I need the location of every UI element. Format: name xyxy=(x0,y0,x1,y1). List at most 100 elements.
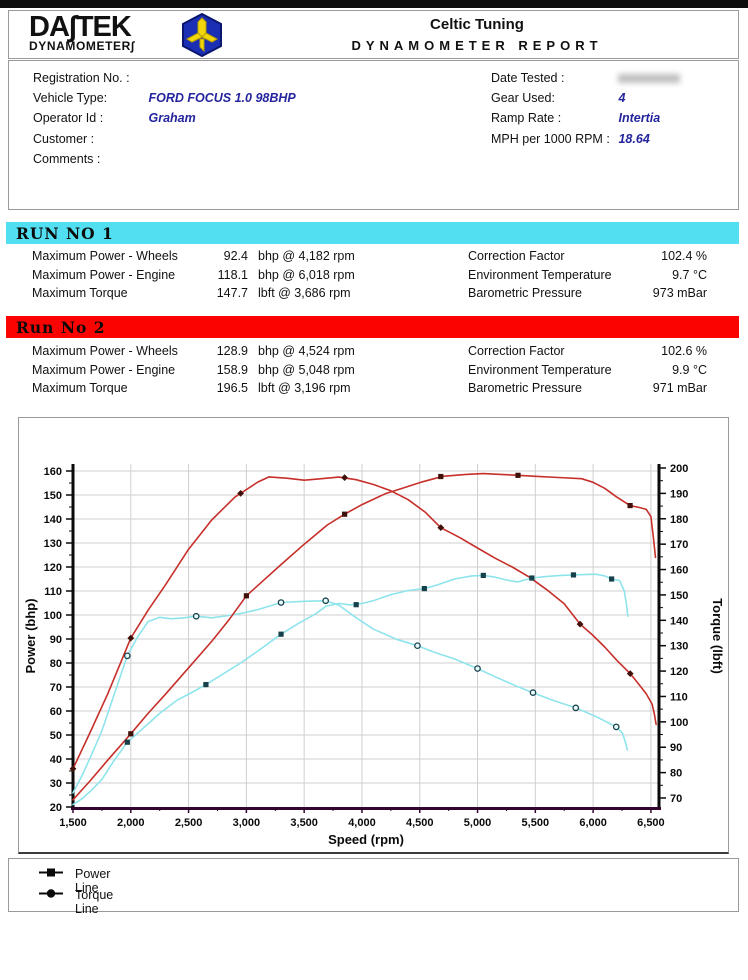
run1-environment-temperature-value: 9.7 °C xyxy=(672,267,707,282)
svg-text:90: 90 xyxy=(670,742,682,754)
svg-text:200: 200 xyxy=(670,463,688,475)
chart-legend: Power Line Torque Line xyxy=(8,858,739,916)
info-row-date-tested: Date Tested : xyxy=(491,71,681,91)
report-subtitle: DYNAMOMETER REPORT xyxy=(351,38,603,53)
test-info-panel: Registration No. : Vehicle Type: FORD FO… xyxy=(8,60,739,210)
svg-text:100: 100 xyxy=(670,717,688,729)
info-row-ramp-rate: Ramp Rate : Intertia xyxy=(491,111,660,131)
svg-text:100: 100 xyxy=(44,610,62,622)
run2-max-power-engine-label: Maximum Power - Engine xyxy=(32,362,176,377)
svg-text:3,000: 3,000 xyxy=(233,817,261,829)
info-row-comments: Comments : xyxy=(33,152,145,172)
run2-barometric-pressure-label: Barometric Pressure xyxy=(468,381,582,395)
info-row-registration: Registration No. : xyxy=(33,71,145,91)
svg-text:Power (bhp): Power (bhp) xyxy=(23,598,38,673)
gear-used-value: 4 xyxy=(618,91,626,105)
svg-text:6,500: 6,500 xyxy=(637,817,665,829)
svg-text:40: 40 xyxy=(50,754,62,766)
run1-max-power-engine-unit: bhp @ 6,018 rpm xyxy=(258,267,355,282)
legend-item-torque-line: Torque Line xyxy=(39,888,113,916)
svg-text:5,500: 5,500 xyxy=(522,817,550,829)
vehicle-type-label: Vehicle Type: xyxy=(33,91,108,105)
svg-text:110: 110 xyxy=(44,586,62,598)
info-row-customer: Customer : xyxy=(33,132,145,152)
svg-text:1,500: 1,500 xyxy=(59,817,87,829)
svg-text:2,500: 2,500 xyxy=(175,817,203,829)
page-top-bar xyxy=(0,0,748,8)
svg-text:160: 160 xyxy=(44,466,62,478)
svg-text:140: 140 xyxy=(44,514,62,526)
company-title: Celtic Tuning xyxy=(430,16,524,33)
run1-max-torque-label: Maximum Torque xyxy=(32,286,128,300)
report-title-block: Celtic Tuning DYNAMOMETER REPORT xyxy=(327,16,627,53)
svg-text:50: 50 xyxy=(50,730,62,742)
torque-line-circle-marker-icon xyxy=(39,889,63,898)
gear-used-label: Gear Used: xyxy=(491,91,555,105)
legend-torque-line-label: Torque Line xyxy=(75,888,114,916)
run1-correction-factor-label: Correction Factor xyxy=(468,249,565,263)
run1-max-power-wheels-value: 92.4 xyxy=(223,249,248,263)
svg-text:80: 80 xyxy=(670,768,682,780)
dyno-chart-panel: 20 30 40 50 60 70 80 90 100 110 120 130 140 150 160 70 8… xyxy=(18,417,729,854)
svg-text:120: 120 xyxy=(44,562,62,574)
run2-max-power-engine-unit: bhp @ 5,048 rpm xyxy=(258,362,355,377)
svg-text:60: 60 xyxy=(50,706,62,718)
svg-text:130: 130 xyxy=(670,641,688,653)
legend-power-line-label: Power Line xyxy=(75,867,111,895)
svg-text:Speed (rpm): Speed (rpm) xyxy=(328,832,404,847)
svg-text:5,000: 5,000 xyxy=(464,817,492,829)
run1-banner: RUN NO 1 xyxy=(6,222,739,244)
svg-text:120: 120 xyxy=(670,666,688,678)
run2-max-torque-unit: lbft @ 3,196 rpm xyxy=(258,381,351,395)
dastek-logo-subtext: DYNAMOMETER∫ xyxy=(29,39,135,53)
svg-text:170: 170 xyxy=(670,539,688,551)
run1-max-power-wheels-unit: bhp @ 4,182 rpm xyxy=(258,249,355,263)
legend-item-power-line: Power Line xyxy=(39,867,110,895)
run2-banner-title: Run No 2 xyxy=(16,318,106,337)
run1-max-torque-unit: lbft @ 3,686 rpm xyxy=(258,286,351,300)
info-row-vehicle-type: Vehicle Type: FORD FOCUS 1.0 98BHP xyxy=(33,91,296,111)
run1-max-power-wheels-label: Maximum Power - Wheels xyxy=(32,249,178,263)
comments-label: Comments : xyxy=(33,152,101,166)
svg-text:130: 130 xyxy=(44,538,62,550)
run1-max-torque-value: 147.7 xyxy=(216,286,248,300)
svg-text:160: 160 xyxy=(670,565,688,577)
svg-text:Torque (lbft): Torque (lbft) xyxy=(710,598,725,674)
registration-label: Registration No. : xyxy=(33,71,130,85)
svg-text:150: 150 xyxy=(670,590,688,602)
run2-max-power-wheels-unit: bhp @ 4,524 rpm xyxy=(258,344,355,358)
svg-text:30: 30 xyxy=(50,778,62,790)
date-tested-label: Date Tested : xyxy=(491,71,565,85)
run2-max-power-wheels-label: Maximum Power - Wheels xyxy=(32,344,178,358)
svg-text:70: 70 xyxy=(670,793,682,805)
customer-label: Customer : xyxy=(33,132,95,146)
svg-text:70: 70 xyxy=(50,682,62,694)
dastek-logo: DA∫TEK DYNAMOMETER∫ xyxy=(29,13,135,53)
run1-correction-factor-value: 102.4 % xyxy=(661,249,707,263)
run2-max-power-engine-value: 158.9 xyxy=(216,362,248,377)
svg-text:150: 150 xyxy=(44,490,62,502)
svg-text:90: 90 xyxy=(50,634,62,646)
run1-barometric-pressure-value: 973 mBar xyxy=(652,286,707,300)
svg-text:110: 110 xyxy=(670,691,688,703)
operator-id-label: Operator Id : xyxy=(33,111,104,125)
report-header: DA∫TEK DYNAMOMETER∫ Celtic Tuning DYNAMO… xyxy=(8,10,739,59)
run2-max-torque-value: 196.5 xyxy=(216,381,248,395)
svg-text:20: 20 xyxy=(50,802,62,814)
run1-barometric-pressure-label: Barometric Pressure xyxy=(468,286,582,300)
run2-banner: Run No 2 xyxy=(6,316,739,338)
dastek-shield-icon xyxy=(182,13,222,57)
run1-environment-temperature-label: Environment Temperature xyxy=(468,267,612,282)
svg-text:190: 190 xyxy=(670,488,688,500)
run2-barometric-pressure-value: 971 mBar xyxy=(652,381,707,395)
info-row-operator: Operator Id : Graham xyxy=(33,111,196,131)
info-row-gear-used: Gear Used: 4 xyxy=(491,91,625,111)
svg-text:4,000: 4,000 xyxy=(348,817,376,829)
run1-max-power-engine-label: Maximum Power - Engine xyxy=(32,267,176,282)
svg-text:80: 80 xyxy=(50,658,62,670)
run2-correction-factor-value: 102.6 % xyxy=(661,344,707,358)
svg-text:2,000: 2,000 xyxy=(117,817,145,829)
operator-id-value: Graham xyxy=(148,111,196,125)
run1-banner-title: RUN NO 1 xyxy=(16,224,114,243)
run2-environment-temperature-value: 9.9 °C xyxy=(672,362,707,377)
